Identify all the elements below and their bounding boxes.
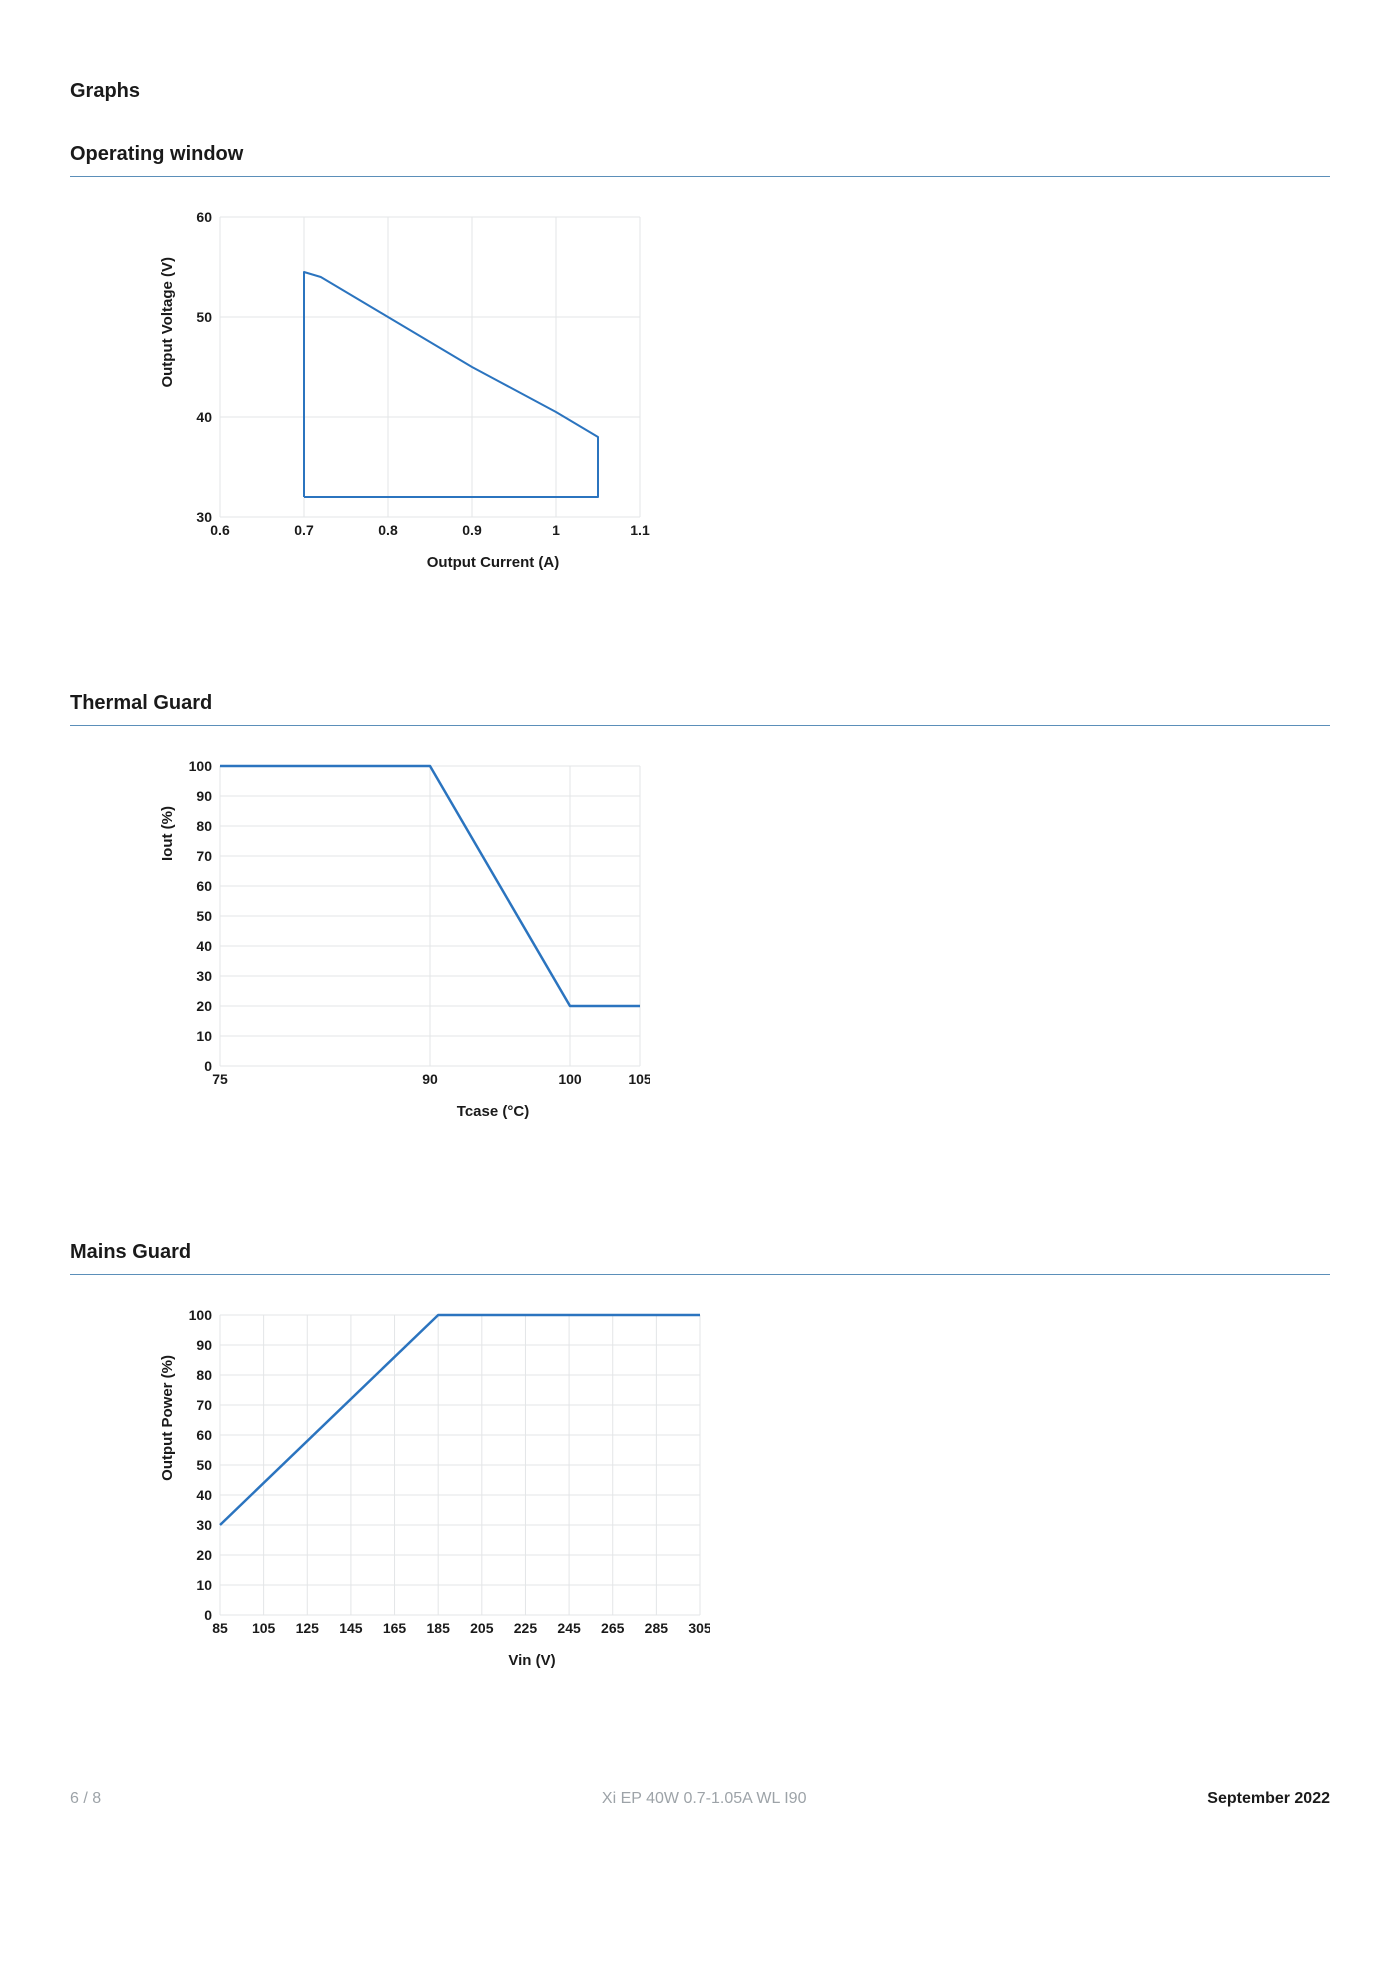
data-line: [220, 1315, 700, 1525]
section-rule: [70, 725, 1330, 726]
y-tick-label: 20: [196, 1547, 212, 1563]
x-tick-label: 165: [383, 1620, 407, 1636]
y-tick-label: 30: [196, 1517, 212, 1533]
x-axis-label: Tcase (°C): [457, 1103, 529, 1120]
x-tick-label: 125: [296, 1620, 320, 1636]
section-rule: [70, 176, 1330, 177]
x-tick-label: 245: [557, 1620, 581, 1636]
x-tick-label: 285: [645, 1620, 669, 1636]
y-tick-label: 80: [196, 1367, 212, 1383]
data-line: [304, 272, 598, 497]
x-tick-label: 105: [252, 1620, 276, 1636]
x-tick-label: 0.9: [462, 522, 482, 538]
y-tick-label: 60: [196, 1427, 212, 1443]
y-tick-label: 40: [196, 409, 212, 425]
x-tick-label: 90: [422, 1071, 438, 1087]
x-axis-label: Output Current (A): [427, 554, 559, 571]
y-tick-label: 40: [196, 1487, 212, 1503]
y-axis-label: Output Power (%): [159, 1355, 176, 1481]
y-tick-label: 10: [196, 1577, 212, 1593]
section-title-operating-window: Operating window: [70, 143, 1330, 166]
x-tick-label: 305: [688, 1620, 710, 1636]
chart-thermal-guard: 0 10 20 30 40 50 60 70 80 90 100 75 90 100 105 Iout (%)…: [150, 756, 1330, 1141]
x-tick-label: 225: [514, 1620, 538, 1636]
x-tick-label: 0.6: [210, 522, 230, 538]
x-tick-label: 100: [558, 1071, 582, 1087]
chart-svg: 0 10 20 30 40 50 60 70 80 90 100 75 90 100 105 Iout (%)…: [150, 756, 650, 1136]
y-tick-label: 40: [196, 938, 212, 954]
x-axis-label: Vin (V): [508, 1652, 555, 1669]
chart-mains-guard: 0 10 20 30 40 50 60 70 80 90 100 85 105 125 145 165 185 2…: [150, 1305, 1330, 1690]
x-tick-label: 205: [470, 1620, 494, 1636]
y-tick-label: 50: [196, 309, 212, 325]
section-title-mains-guard: Mains Guard: [70, 1241, 1330, 1264]
x-tick-label: 85: [212, 1620, 228, 1636]
y-tick-label: 20: [196, 998, 212, 1014]
y-tick-label: 80: [196, 818, 212, 834]
footer-page-number: 6 / 8: [70, 1790, 101, 1808]
y-tick-label: 100: [189, 758, 213, 774]
y-tick-label: 60: [196, 878, 212, 894]
y-axis-label: Output Voltage (V): [159, 257, 176, 388]
x-tick-label: 185: [427, 1620, 451, 1636]
y-tick-label: 30: [196, 968, 212, 984]
section-title-thermal-guard: Thermal Guard: [70, 692, 1330, 715]
chart-operating-window: 304050600.60.70.80.911.1Output Voltage (…: [150, 207, 1330, 592]
x-tick-label: 145: [339, 1620, 363, 1636]
y-axis-label: Iout (%): [159, 806, 176, 861]
footer-product: Xi EP 40W 0.7-1.05A WL I90: [602, 1790, 807, 1808]
page-footer: 6 / 8 Xi EP 40W 0.7-1.05A WL I90 Septemb…: [70, 1790, 1330, 1808]
y-tick-label: 70: [196, 848, 212, 864]
y-tick-label: 60: [196, 209, 212, 225]
x-tick-label: 265: [601, 1620, 625, 1636]
y-tick-label: 100: [189, 1307, 213, 1323]
y-tick-label: 10: [196, 1028, 212, 1044]
y-tick-label: 50: [196, 1457, 212, 1473]
chart-svg: 0 10 20 30 40 50 60 70 80 90 100 85 105 125 145 165 185 2…: [150, 1305, 710, 1685]
y-tick-label: 70: [196, 1397, 212, 1413]
y-tick-label: 90: [196, 788, 212, 804]
section-rule: [70, 1274, 1330, 1275]
page-title: Graphs: [70, 80, 1330, 103]
footer-date: September 2022: [1207, 1790, 1330, 1808]
y-tick-label: 0: [204, 1058, 212, 1074]
y-tick-label: 90: [196, 1337, 212, 1353]
x-tick-label: 75: [212, 1071, 228, 1087]
x-tick-label: 1: [552, 522, 560, 538]
x-tick-label: 105: [628, 1071, 650, 1087]
x-tick-label: 1.1: [630, 522, 650, 538]
x-tick-label: 0.7: [294, 522, 314, 538]
y-tick-label: 50: [196, 908, 212, 924]
y-tick-label: 0: [204, 1607, 212, 1623]
x-tick-label: 0.8: [378, 522, 398, 538]
chart-svg: 304050600.60.70.80.911.1Output Voltage (…: [150, 207, 650, 587]
